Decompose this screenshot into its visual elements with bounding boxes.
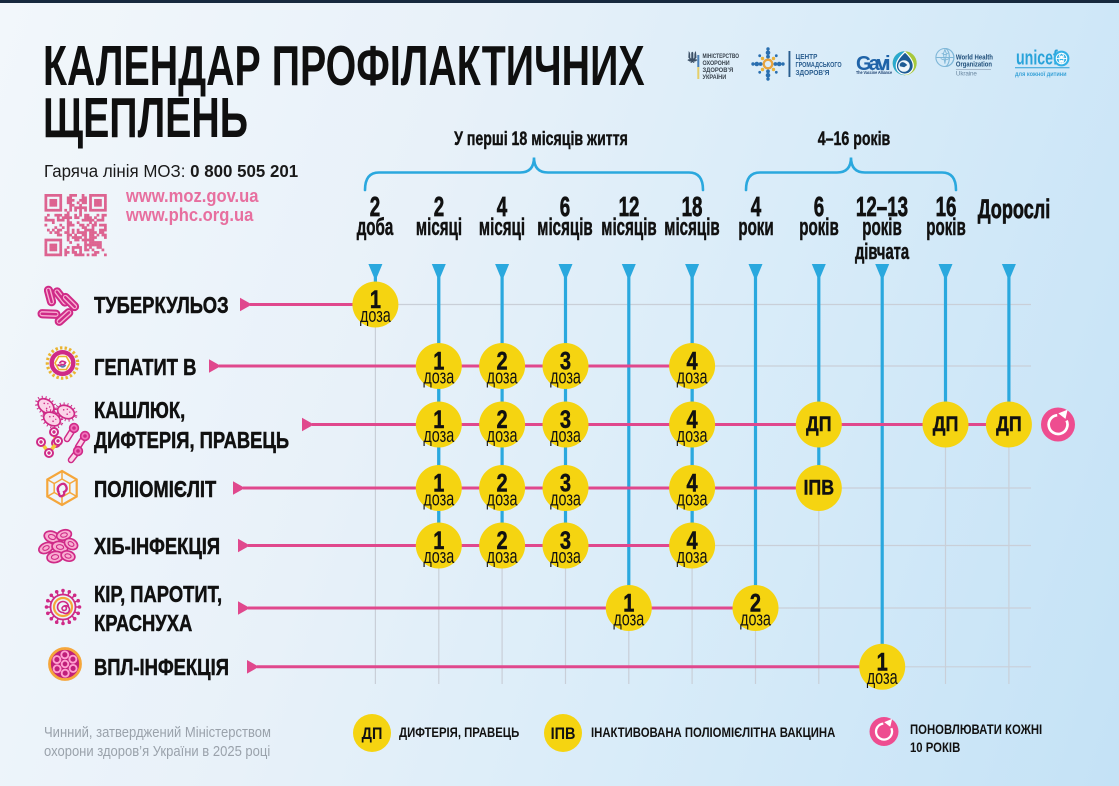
svg-text:ІПВ: ІПВ: [551, 725, 576, 743]
svg-text:доза: доза: [487, 487, 518, 510]
svg-text:Gavi: Gavi: [856, 53, 891, 75]
svg-text:доза: доза: [550, 487, 581, 510]
svg-text:доза: доза: [487, 544, 518, 567]
svg-text:УКРАЇНИ: УКРАЇНИ: [703, 74, 727, 82]
svg-text:доза: доза: [423, 544, 454, 567]
svg-text:МІНІСТЕРСТВО: МІНІСТЕРСТВО: [703, 53, 740, 60]
svg-text:4: 4: [687, 347, 698, 375]
svg-text:доза: доза: [677, 423, 708, 446]
svg-text:доза: доза: [550, 544, 581, 567]
svg-text:доза: доза: [423, 487, 454, 510]
svg-text:2: 2: [497, 527, 508, 555]
svg-text:2: 2: [750, 589, 761, 617]
svg-text:1: 1: [877, 648, 888, 676]
svg-text:для кожної дитини: для кожної дитини: [1015, 71, 1067, 79]
svg-text:ІПВ: ІПВ: [803, 476, 834, 500]
svg-text:ДП: ДП: [933, 413, 959, 437]
svg-text:Organization: Organization: [956, 61, 992, 69]
svg-text:доза: доза: [867, 666, 898, 689]
svg-text:2: 2: [497, 347, 508, 375]
svg-text:1: 1: [370, 286, 381, 314]
svg-text:ЦЕНТР: ЦЕНТР: [796, 54, 818, 61]
svg-text:World Health: World Health: [956, 54, 993, 62]
svg-text:ДП: ДП: [806, 413, 832, 437]
svg-text:доза: доза: [487, 365, 518, 388]
svg-text:4: 4: [687, 469, 698, 497]
svg-text:Ukraine: Ukraine: [956, 71, 977, 78]
svg-text:доза: доза: [740, 607, 771, 630]
svg-text:доза: доза: [487, 423, 518, 446]
svg-text:1: 1: [433, 347, 444, 375]
svg-text:4: 4: [687, 527, 698, 555]
svg-text:доза: доза: [423, 423, 454, 446]
svg-text:ОХОРОНИ: ОХОРОНИ: [703, 61, 730, 68]
svg-text:доза: доза: [613, 607, 644, 630]
svg-text:ЗДОРОВ’Я: ЗДОРОВ’Я: [796, 70, 830, 77]
svg-text:unicef: unicef: [1016, 46, 1058, 69]
svg-text:1: 1: [433, 406, 444, 434]
svg-text:ЗДОРОВ’Я: ЗДОРОВ’Я: [703, 67, 734, 74]
svg-text:3: 3: [560, 469, 571, 497]
svg-text:4: 4: [687, 406, 698, 434]
svg-text:ДП: ДП: [362, 725, 383, 743]
svg-text:1: 1: [433, 469, 444, 497]
svg-text:доза: доза: [677, 544, 708, 567]
svg-text:доза: доза: [677, 365, 708, 388]
svg-text:доза: доза: [423, 365, 454, 388]
svg-text:The Vaccine Alliance: The Vaccine Alliance: [856, 70, 893, 75]
svg-text:1: 1: [623, 589, 634, 617]
svg-text:доза: доза: [550, 423, 581, 446]
svg-text:2: 2: [497, 469, 508, 497]
svg-text:3: 3: [560, 527, 571, 555]
svg-text:3: 3: [560, 347, 571, 375]
svg-text:1: 1: [433, 527, 444, 555]
svg-text:доза: доза: [677, 487, 708, 510]
svg-text:3: 3: [560, 406, 571, 434]
svg-text:доза: доза: [360, 303, 391, 326]
svg-text:ДП: ДП: [996, 413, 1022, 437]
svg-text:ГРОМАДСЬКОГО: ГРОМАДСЬКОГО: [796, 61, 842, 69]
svg-text:2: 2: [497, 406, 508, 434]
svg-text:доза: доза: [550, 365, 581, 388]
